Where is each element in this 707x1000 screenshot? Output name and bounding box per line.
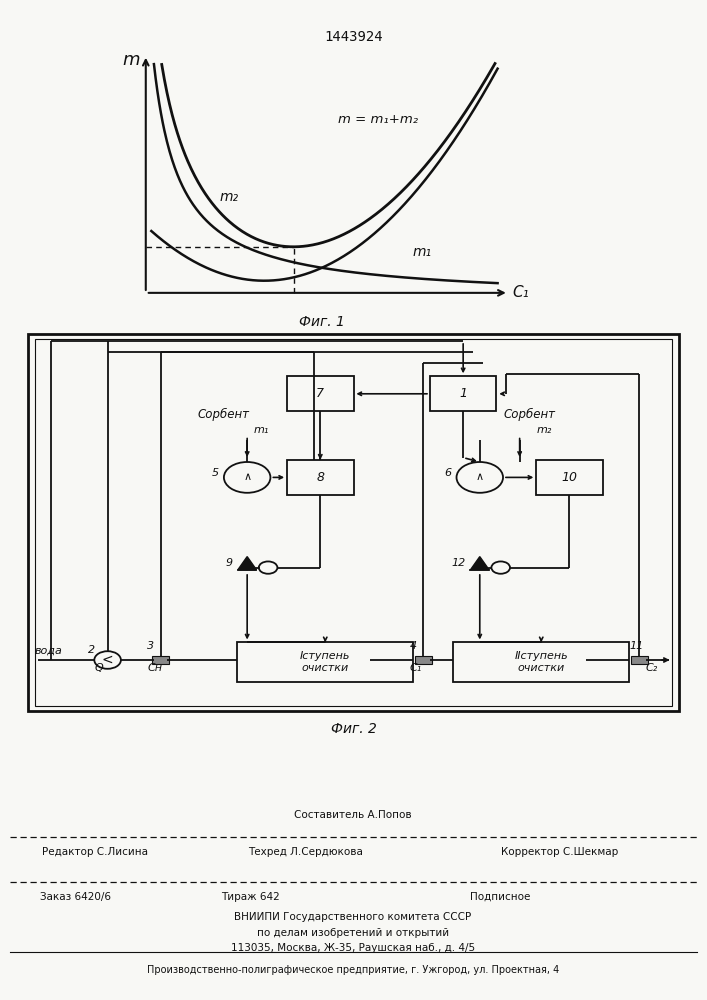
Text: m₂: m₂ [537,425,551,435]
Text: 113035, Москва, Ж-35, Раушская наб., д. 4/5: 113035, Москва, Ж-35, Раушская наб., д. … [231,943,475,953]
Bar [153,656,169,664]
Text: 12: 12 [451,558,465,568]
Text: Iступень
очистки: Iступень очистки [300,651,351,673]
Text: Тираж 642: Тираж 642 [221,892,279,902]
Text: m₁: m₁ [412,245,431,259]
Bar [287,460,354,495]
Bar [415,656,431,664]
Text: C₁: C₁ [410,663,422,673]
Text: m₁: m₁ [254,425,269,435]
Text: по делам изобретений и открытий: по делам изобретений и открытий [257,928,449,938]
Text: $\wedge$: $\wedge$ [243,471,252,482]
Text: IIступень
очистки: IIступень очистки [515,651,568,673]
Text: Производственно-полиграфическое предприятие, г. Ужгород, ул. Проектная, 4: Производственно-полиграфическое предприя… [147,965,559,975]
Text: Подписное: Подписное [470,892,530,902]
Text: Фиг. 1: Фиг. 1 [299,315,344,329]
Text: $\wedge$: $\wedge$ [475,471,484,482]
Text: m = m₁+m₂: m = m₁+m₂ [339,113,419,126]
Text: 6: 6 [445,468,452,478]
Text: Сорбент: Сорбент [197,408,250,421]
Text: 11: 11 [629,641,643,651]
Text: Заказ 6420/6: Заказ 6420/6 [40,892,110,902]
Bar [453,642,629,682]
Text: 2: 2 [88,645,95,655]
Text: Cн: Cн [148,663,163,673]
Text: 3: 3 [148,641,155,651]
Polygon shape [238,557,257,570]
Text: Техред Л.Сердюкова: Техред Л.Сердюкова [247,847,363,857]
Bar [238,642,414,682]
Text: вода: вода [35,645,62,655]
Bar [287,376,354,411]
Bar [537,460,602,495]
Bar [430,376,496,411]
Text: Q: Q [94,663,103,673]
Text: Корректор С.Шекмар: Корректор С.Шекмар [501,847,619,857]
Polygon shape [470,557,489,570]
Text: C₂: C₂ [646,663,658,673]
Text: 1: 1 [459,387,467,400]
Text: 9: 9 [226,558,233,568]
Text: 4: 4 [410,641,417,651]
Text: Составитель А.Попов: Составитель А.Попов [294,810,411,820]
Text: <: < [102,653,113,667]
Text: 5: 5 [212,468,219,478]
Text: m₂: m₂ [220,190,239,204]
Text: Фиг. 2: Фиг. 2 [331,722,376,736]
Text: Редактор С.Лисина: Редактор С.Лисина [42,847,148,857]
Text: m: m [122,51,140,69]
Text: Сорбент: Сорбент [503,408,555,421]
Text: ВНИИПИ Государственного комитета СССР: ВНИИПИ Государственного комитета СССР [235,912,472,922]
Text: 1443924: 1443924 [325,30,382,44]
Text: 7: 7 [316,387,325,400]
Text: 10: 10 [561,471,578,484]
Text: C₁: C₁ [513,285,529,300]
Bar [631,656,648,664]
Text: 8: 8 [316,471,325,484]
